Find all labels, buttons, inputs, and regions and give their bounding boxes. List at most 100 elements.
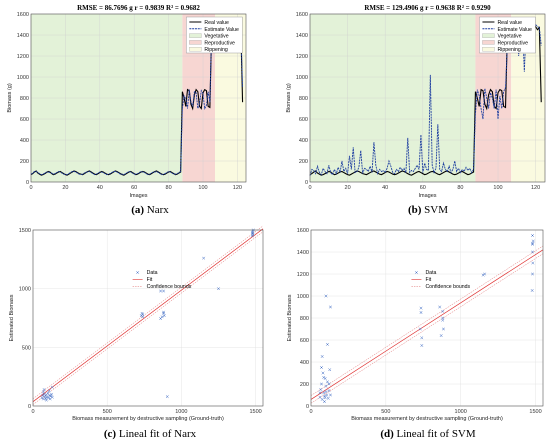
data-point <box>324 390 328 394</box>
x-axis-label: Biomass measurement by destructive sampl… <box>351 416 503 422</box>
x-tick-label: 1000 <box>175 409 187 415</box>
y-tick-label: 1000 <box>19 287 31 293</box>
y-tick-label: 800 <box>299 96 308 102</box>
scatter-panel-c: 0 500 1000 1500 0 500 1000 1500 Biomass measurem… <box>9 225 264 422</box>
x-tick-label: 0 <box>29 185 32 191</box>
data-point <box>441 309 445 313</box>
y-tick-label: 1200 <box>297 272 309 278</box>
legend-swatch <box>189 40 202 45</box>
y-axis-label: Estimated Biomass <box>287 294 293 341</box>
legend-entry: Estimate Value <box>497 27 532 33</box>
axes-frame <box>32 229 264 407</box>
data-point <box>483 272 487 276</box>
data-point <box>46 391 50 395</box>
x-tick-label: 1500 <box>249 409 261 415</box>
legend-entry: Real value <box>204 20 229 26</box>
data-point <box>531 241 534 245</box>
axes-frame <box>309 13 546 183</box>
legend-entry: Data <box>147 270 158 276</box>
x-tick-label: 20 <box>62 185 68 191</box>
y-tick-label: 1400 <box>297 250 309 256</box>
data-point <box>322 400 326 404</box>
data-point <box>323 377 327 380</box>
legend-entry: Confidence bounds <box>425 284 470 290</box>
y-tick-label: 800 <box>20 96 29 102</box>
fit-line <box>32 228 264 402</box>
data-point <box>328 305 332 309</box>
legend-swatch <box>189 47 202 52</box>
data-point <box>42 388 46 392</box>
data-point <box>318 395 322 399</box>
caption-label: (b) <box>408 204 422 216</box>
y-tick-label: 200 <box>20 159 29 165</box>
x-tick-label: 500 <box>103 409 112 415</box>
data-point <box>531 239 535 243</box>
x-tick-label: 40 <box>97 185 103 191</box>
caption-a: (a) Narx <box>131 204 169 216</box>
y-tick-label: 1600 <box>17 12 29 18</box>
data-point <box>441 316 445 320</box>
legend-swatch <box>482 47 495 52</box>
data-point <box>320 397 324 401</box>
data-point <box>162 310 166 314</box>
y-tick-label: 1400 <box>296 33 308 39</box>
legend-swatch <box>482 40 495 45</box>
y-tick-label: 1500 <box>19 228 31 234</box>
data-point <box>419 306 423 310</box>
data-point <box>250 234 254 238</box>
x-tick-label: 0 <box>309 409 312 415</box>
timeseries-panel-a: 0 20 40 60 80 100 1200200400600800100012001400… <box>7 4 247 199</box>
data-point <box>48 397 52 401</box>
data-point <box>251 230 255 234</box>
legend-entry: Fit <box>425 277 431 283</box>
data-point <box>326 396 330 400</box>
data-point <box>324 294 328 298</box>
x-tick-label: 100 <box>493 185 502 191</box>
legend-entry: Real value <box>497 20 522 26</box>
data-point <box>439 334 443 338</box>
data-point <box>420 336 424 340</box>
data-point <box>47 389 51 393</box>
y-axis-label: Estimated Biomass <box>9 294 15 341</box>
data-point <box>322 391 326 395</box>
x-axis-label: Images <box>418 193 436 199</box>
data-point <box>328 368 332 372</box>
data-point <box>321 371 325 375</box>
data-point <box>328 393 332 397</box>
x-tick-label: 20 <box>345 185 351 191</box>
y-tick-label: 200 <box>300 382 309 388</box>
x-tick-label: 1500 <box>529 409 541 415</box>
y-tick-label: 600 <box>20 117 29 123</box>
y-tick-label: 600 <box>299 117 308 123</box>
data-point <box>162 311 166 315</box>
data-point <box>438 305 442 309</box>
chart-title: RMSE = 86.7696 g r = 0.9839 R² = 0.9682 <box>77 4 200 12</box>
data-point <box>325 393 329 397</box>
data-point <box>481 273 485 277</box>
data-point <box>319 388 323 391</box>
series-line-estimate-value <box>30 23 244 176</box>
data-point <box>42 392 46 396</box>
data-point <box>41 390 45 394</box>
legend-entry: Data <box>425 270 436 276</box>
y-tick-label: 1000 <box>17 75 29 81</box>
series-line-real-value <box>30 23 244 176</box>
legend-entry: Confidence bounds <box>147 284 192 290</box>
data-point <box>531 261 535 265</box>
caption-c: (c) Lineal fit of Narx <box>104 428 197 440</box>
legend-entry: Estimate Value <box>204 27 239 33</box>
data-point <box>418 327 422 331</box>
caption-b: (b) SVM <box>408 204 448 216</box>
y-tick-label: 1200 <box>17 54 29 60</box>
x-tick-label: 0 <box>31 409 34 415</box>
x-tick-label: 60 <box>131 185 137 191</box>
chart-title: RMSE = 129.4906 g r = 0.9638 R² = 0.9290 <box>364 4 491 12</box>
data-point <box>325 342 329 346</box>
confidence-bound-line <box>310 245 544 396</box>
fit-line <box>310 249 544 400</box>
legend-entry: Fit <box>147 277 153 283</box>
legend-swatch <box>189 33 202 38</box>
